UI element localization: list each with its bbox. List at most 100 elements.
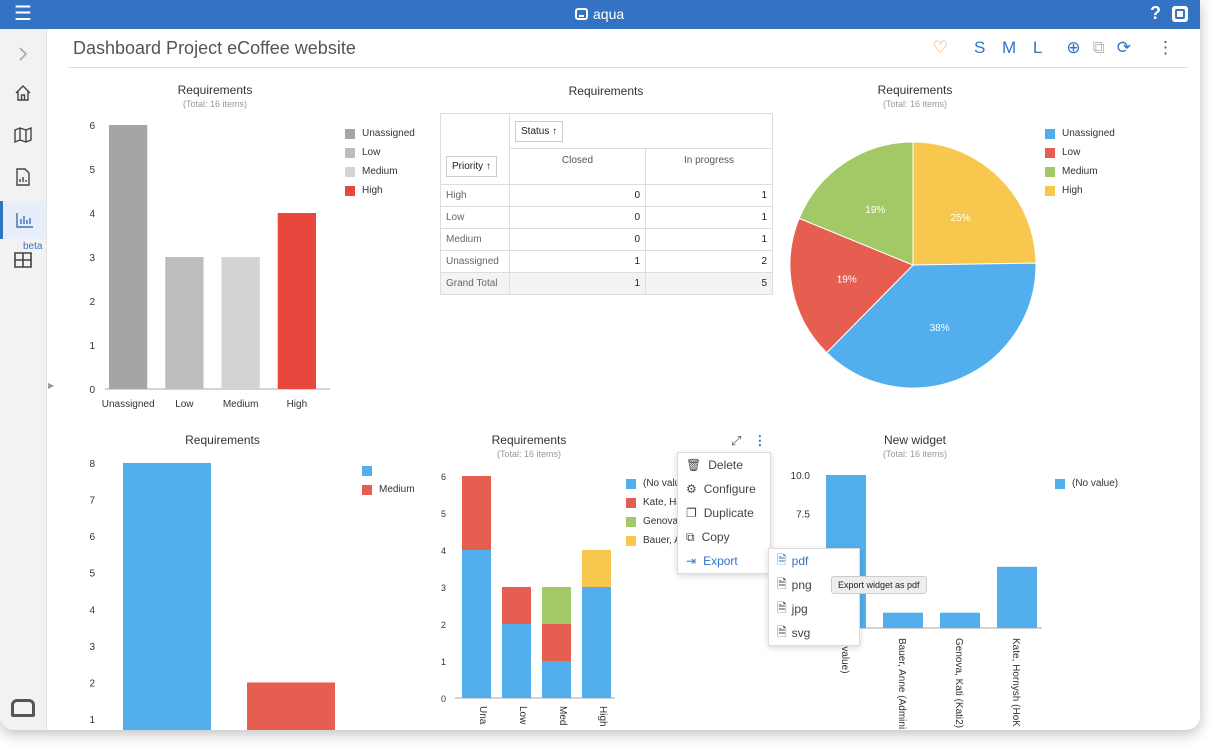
y-tick-label: 5 (441, 509, 446, 519)
report-icon[interactable] (0, 160, 46, 194)
priority-field-chip[interactable]: Priority ↑ (446, 155, 497, 177)
menu-item-label: Copy (701, 530, 730, 544)
widget-menu-icon[interactable]: ⋮ (753, 433, 767, 448)
image-file-icon: 🗎 (777, 624, 787, 639)
export-png[interactable]: 🗎 png (769, 573, 859, 597)
favorite-heart-icon[interactable]: ♡ (932, 38, 948, 57)
legend-item[interactable]: High (1045, 181, 1115, 200)
pivot-row-header: Low (440, 206, 510, 229)
status-field-chip[interactable]: Status ↑ (515, 120, 564, 142)
menu-item-delete[interactable]: 🗑 Delete (678, 453, 770, 477)
add-widget-icon[interactable]: ⊕ (1066, 38, 1081, 57)
expand-icon[interactable]: ⤢ (731, 433, 742, 448)
bar (165, 257, 204, 389)
legend-item[interactable]: Medium (1045, 162, 1115, 181)
y-tick-label: 5 (89, 569, 95, 580)
map-icon[interactable] (0, 118, 46, 152)
legend-item[interactable]: Low (345, 143, 415, 162)
legend-label: (No valu (643, 478, 681, 489)
size-selector[interactable]: S M L (973, 38, 1049, 57)
legend-swatch (626, 497, 636, 508)
page-title: Dashboard Project eCoffee website (73, 38, 356, 58)
legend-item[interactable]: (No valu (626, 474, 682, 493)
chart-legend: Unassigned Low Medium High (1045, 124, 1115, 200)
pivot-row-header: Grand Total (440, 272, 510, 295)
table-icon[interactable] (0, 243, 46, 277)
bar-segment (542, 624, 571, 661)
bar-segment (542, 587, 571, 624)
pie-slice (789, 217, 914, 354)
y-tick-label: 0 (89, 385, 95, 396)
menu-item-duplicate[interactable]: ❐ Duplicate (678, 501, 770, 525)
legend-swatch (362, 465, 372, 476)
widget-subtitle: (Total: 16 items) (882, 449, 948, 459)
y-tick-label: 3 (441, 583, 446, 593)
bar (277, 213, 316, 389)
priority-pie-chart: 25% 38% 19% 19% (789, 141, 1037, 389)
legend-item[interactable]: Genova (626, 512, 682, 531)
trash-icon: 🗑 (686, 458, 702, 472)
export-submenu: 🗎 pdf 🗎 png 🗎 jpg 🗎 svg (768, 548, 860, 646)
bar-segment (542, 661, 571, 698)
legend-item[interactable]: High (345, 181, 415, 200)
legend-item[interactable]: Unassigned (1045, 124, 1115, 143)
widget-tools: ⤢ ⋮ (731, 433, 766, 449)
menu-item-export[interactable]: ⇥ Export (678, 549, 770, 573)
y-tick-label: 3 (89, 253, 95, 264)
pivot-row-header: Unassigned (440, 250, 510, 273)
expand-chevron-icon[interactable] (0, 37, 46, 71)
sidebar: beta (0, 29, 47, 730)
y-tick-label: 1 (89, 341, 95, 352)
widget-subtitle: (Total: 16 items) (496, 449, 562, 459)
legend-item[interactable]: Unassigned (345, 124, 415, 143)
legend-item[interactable]: Bauer, A (626, 531, 682, 550)
hamburger-menu-icon[interactable]: ☰ (14, 3, 32, 25)
legend-item[interactable]: (No value) (1055, 474, 1118, 493)
menu-item-configure[interactable]: ⚙ Configure (678, 477, 770, 501)
y-tick-label: 7 (89, 496, 95, 507)
menu-item-label: jpg (791, 602, 808, 616)
pivot-cell: 0 (509, 228, 646, 251)
pivot-cell: 1 (645, 206, 773, 229)
widget-context-menu: 🗑 Delete ⚙ Configure ❐ Duplicate ⧉ Copy ⇥ Exp… (677, 452, 771, 574)
menu-item-copy[interactable]: ⧉ Copy (678, 525, 770, 549)
slice-label: 25% (950, 213, 970, 224)
aqua-logo-icon (11, 699, 35, 717)
bar-segment (582, 550, 611, 587)
copy-dashboard-icon[interactable]: ⧉ (1092, 38, 1105, 57)
bar-segment (462, 476, 491, 550)
export-tooltip: Export widget as pdf (831, 576, 927, 594)
legend-swatch (626, 535, 636, 546)
export-jpg[interactable]: 🗎 jpg (769, 597, 859, 621)
legend-label: Unassigned (362, 128, 415, 139)
widget-subtitle: (Total: 16 items) (182, 99, 248, 109)
header-toolbar: ♡ S M L ⊕ ⧉ ⟳ ⋮ (933, 38, 1174, 58)
table-row: High 0 1 (440, 184, 773, 207)
export-pdf[interactable]: 🗎 pdf (769, 549, 859, 573)
more-options-icon[interactable]: ⋮ (1157, 38, 1174, 57)
legend-item[interactable]: Kate, Ho (626, 493, 682, 512)
export-svg[interactable]: 🗎 svg (769, 621, 859, 645)
gear-icon: ⚙ (686, 482, 697, 496)
dashboard-header: Dashboard Project eCoffee website ♡ S M … (68, 29, 1188, 68)
home-icon[interactable] (0, 76, 46, 110)
y-tick-label: 1 (89, 715, 95, 726)
bar-segment (582, 587, 611, 698)
legend-swatch (345, 185, 355, 196)
legend-item[interactable] (362, 461, 415, 480)
legend-swatch (345, 147, 355, 158)
app-switcher-icon[interactable] (1172, 6, 1188, 22)
menu-item-label: Delete (708, 458, 743, 472)
dashboard-icon[interactable] (0, 201, 46, 239)
legend-item[interactable]: Low (1045, 143, 1115, 162)
collapse-arrow-icon[interactable]: ▶ (48, 381, 55, 390)
help-icon[interactable]: ? (1150, 3, 1161, 23)
legend-item[interactable]: Medium (345, 162, 415, 181)
refresh-icon[interactable]: ⟳ (1116, 38, 1131, 57)
chart-legend: (No value) (1055, 474, 1118, 493)
aqua-logo-icon (575, 8, 588, 20)
legend-item[interactable]: Medium (362, 480, 415, 499)
y-tick-label: 2 (441, 620, 446, 630)
x-tick-label: o value) (839, 638, 850, 674)
legend-swatch (1045, 166, 1055, 177)
